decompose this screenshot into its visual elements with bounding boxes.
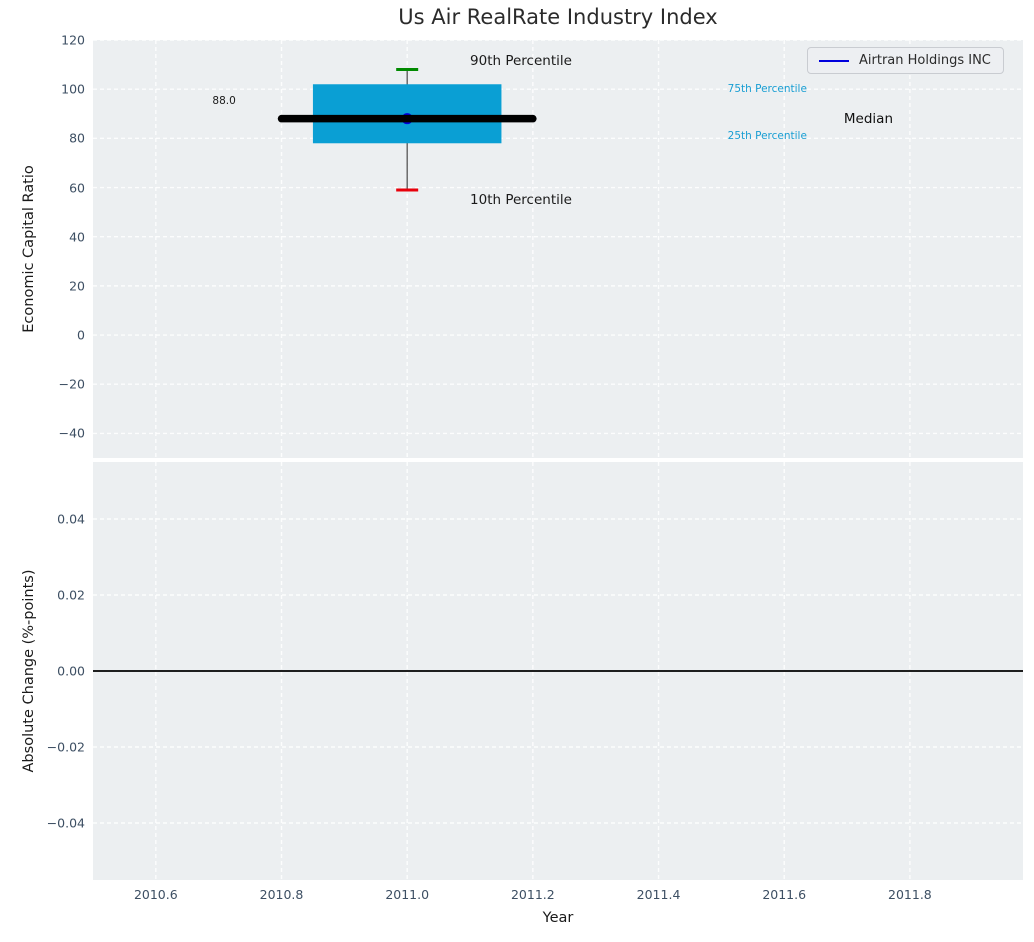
annotation-median-label: Median	[843, 110, 894, 127]
x-tick-label: 2010.6	[133, 887, 178, 902]
annotation-10th-percentile: 10th Percentile	[470, 191, 572, 208]
y-tick-label: −0.02	[46, 739, 85, 755]
y-tick-label: 100	[61, 81, 85, 97]
x-tick-label: 2011.2	[510, 887, 555, 902]
y-tick-label: 60	[69, 180, 85, 196]
y-tick-label: 0.04	[57, 511, 85, 527]
x-tick-label: 2010.8	[259, 887, 304, 902]
y-tick-label: 0.00	[57, 663, 85, 679]
chart-title: Us Air RealRate Industry Index	[398, 5, 718, 29]
y-tick-label: −20	[58, 376, 85, 392]
annotation-25th-percentile: 25th Percentile	[727, 129, 807, 142]
x-axis-label: Year	[542, 910, 574, 926]
x-tick-label: 2011.4	[636, 887, 681, 902]
legend: Airtran Holdings INC	[807, 47, 1004, 74]
y-tick-label: 0.02	[57, 587, 85, 603]
x-tick-label: 2011.6	[762, 887, 807, 902]
y-tick-label: −0.04	[46, 815, 85, 831]
y-tick-label: 0	[77, 327, 85, 343]
legend-label: Airtran Holdings INC	[859, 53, 991, 68]
axes-background	[93, 40, 1023, 458]
y-tick-label: 120	[61, 32, 85, 48]
annotation-median-value: 88.0	[212, 95, 236, 108]
y-axis-label-bottom: Absolute Change (%-points)	[21, 569, 37, 773]
x-tick-label: 2011.8	[888, 887, 932, 902]
y-tick-label: 40	[69, 229, 85, 245]
x-tick-label: 2011.0	[385, 887, 430, 902]
y-tick-label: 20	[69, 278, 85, 294]
y-axis-label-top: Economic Capital Ratio	[21, 165, 37, 333]
y-tick-label: −40	[58, 425, 85, 441]
legend-line-sample-icon	[819, 59, 849, 62]
annotation-90th-percentile: 90th Percentile	[470, 52, 572, 69]
y-tick-label: 80	[69, 130, 85, 146]
annotation-75th-percentile: 75th Percentile	[727, 83, 807, 96]
